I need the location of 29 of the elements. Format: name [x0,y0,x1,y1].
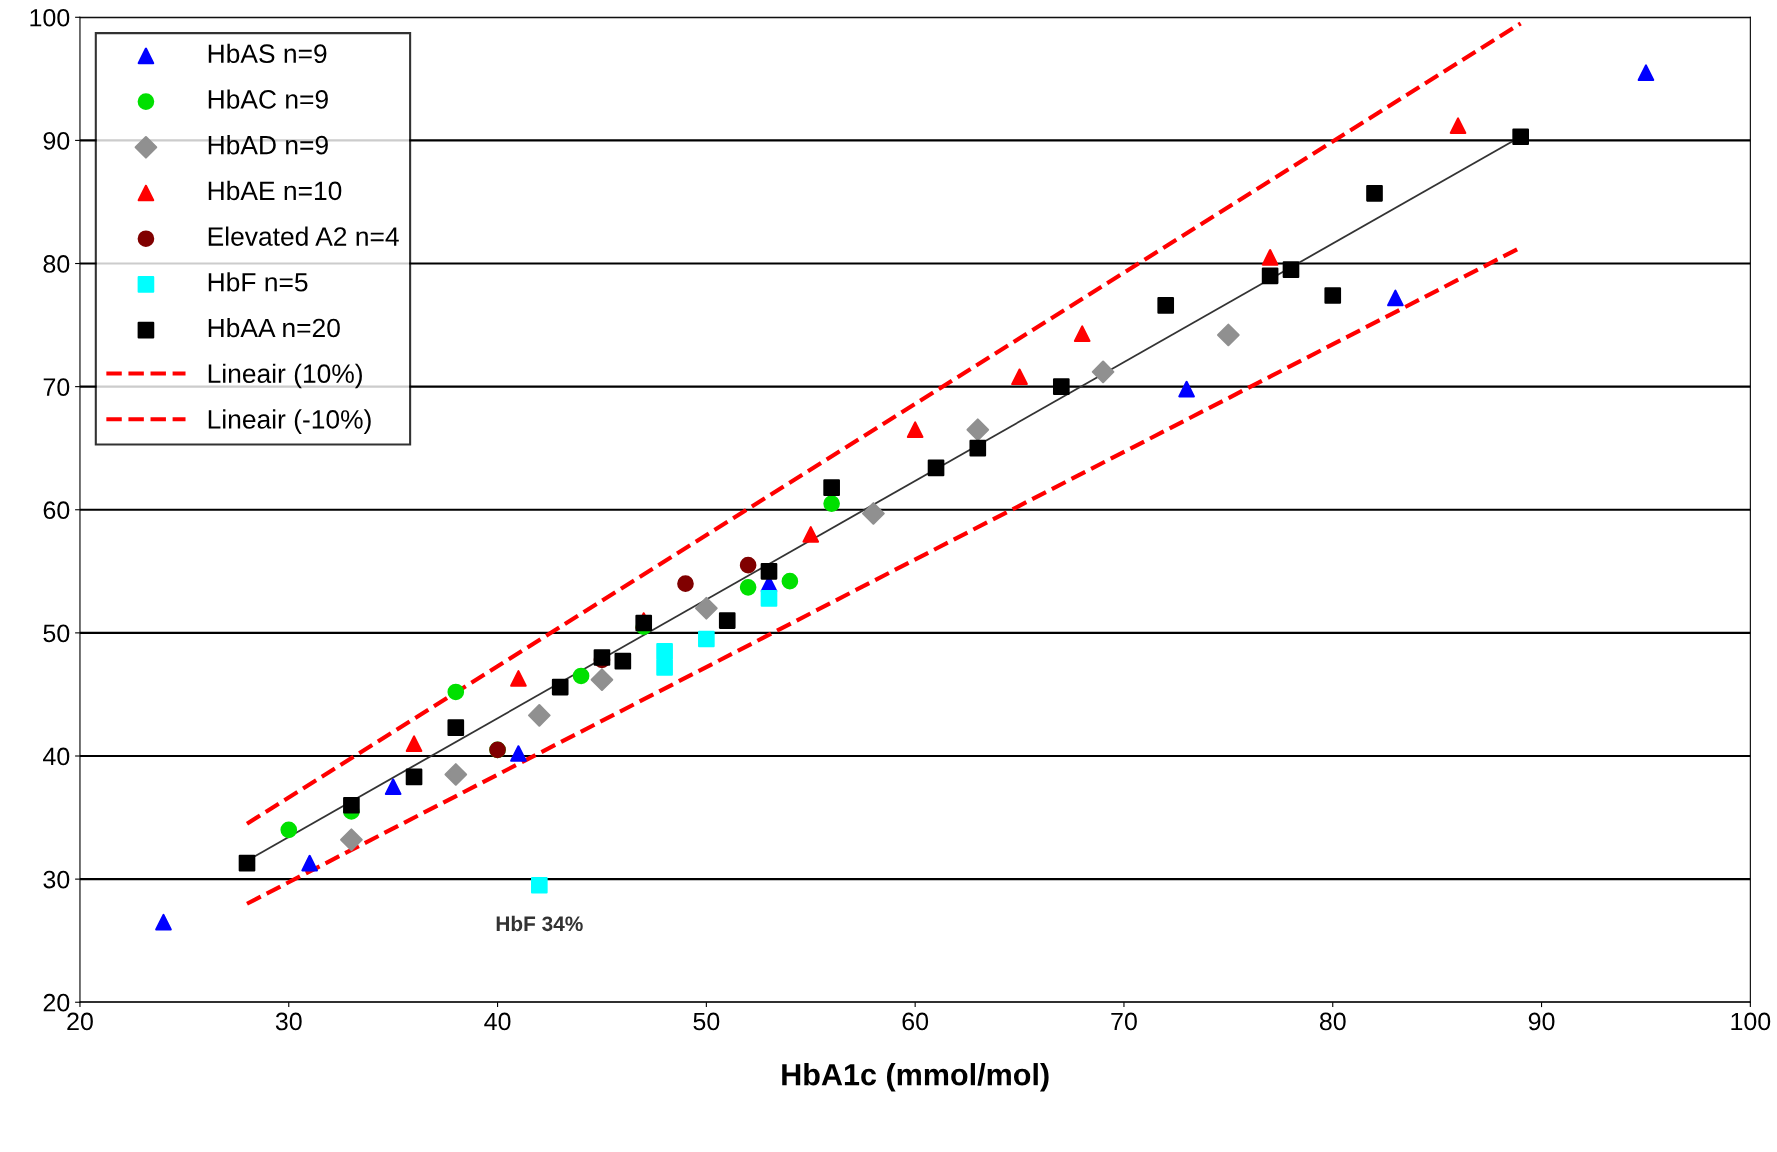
y-tick-label: 90 [43,132,70,150]
legend-label: Elevated A2 n=4 [208,226,399,246]
y-tick-label: 40 [43,747,70,766]
x-tick-label: 100 [1731,1012,1771,1031]
x-tick-label: 20 [67,1012,93,1031]
x-tick-label: 30 [275,1012,302,1031]
x-tick-label: 40 [484,1012,511,1031]
x-tick-label: 90 [1528,1012,1555,1031]
x-tick-label: 50 [693,1012,720,1031]
annotation: HbF 34% [496,915,583,932]
x-tick-label: 60 [902,1012,929,1031]
legend-label: HbAE n=10 [208,180,342,201]
x-tick-label: 70 [1111,1012,1137,1031]
x-axis-title: HbA1c (mmol/mol) [782,1063,1049,1092]
y-tick-label: 100 [30,8,70,27]
y-tick-label: 20 [43,993,70,1012]
legend-label: Lineair (-10%) [208,409,371,434]
legend-label: HbAS n=9 [208,43,327,64]
legend-label: Lineair (10%) [208,363,362,389]
y-tick-label: 70 [43,378,70,396]
legend-label: HbAD n=9 [208,135,328,155]
legend-label: HbAA n=20 [208,317,340,338]
y-tick-label: 30 [43,870,70,889]
y-tick-label: 50 [43,624,70,643]
y-tick-label: 80 [43,255,70,273]
legend-label: HbAC n=9 [208,89,328,109]
x-tick-label: 80 [1319,1012,1346,1031]
y-tick-label: 60 [43,501,70,520]
legend-label: HbF n=5 [208,272,308,292]
